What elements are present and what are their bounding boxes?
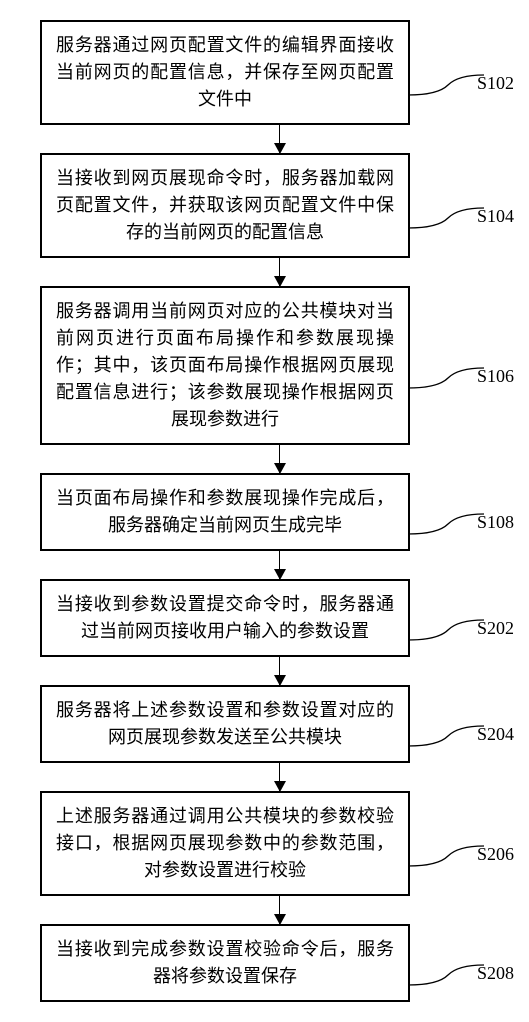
- flow-step-box: 上述服务器通过调用公共模块的参数校验接口，根据网页展现参数中的参数范围，对参数设…: [40, 791, 410, 896]
- flow-arrow: [95, 258, 465, 286]
- connector-curve: [408, 510, 486, 536]
- flow-step-box: 服务器调用当前网页对应的公共模块对当前网页进行页面布局操作和参数展现操作；其中，…: [40, 286, 410, 445]
- flow-arrow: [95, 896, 465, 924]
- flow-step-text: 当接收到网页展现命令时，服务器加载网页配置文件，并获取该网页配置文件中保存的当前…: [56, 168, 394, 242]
- connector-curve: [408, 961, 486, 987]
- flow-step-text: 当接收到完成参数设置校验命令后，服务器将参数设置保存: [56, 939, 394, 986]
- flow-step-text: 上述服务器通过调用公共模块的参数校验接口，根据网页展现参数中的参数范围，对参数设…: [56, 806, 394, 880]
- flow-step-box: 服务器通过网页配置文件的编辑界面接收当前网页的配置信息，并保存至网页配置文件中: [40, 20, 410, 125]
- flow-step-row: 当页面布局操作和参数展现操作完成后，服务器确定当前网页生成完毕 S108: [10, 473, 519, 551]
- flow-step-id-label: S106: [477, 366, 514, 387]
- flow-step-row: 上述服务器通过调用公共模块的参数校验接口，根据网页展现参数中的参数范围，对参数设…: [10, 791, 519, 896]
- flow-step-box: 服务器将上述参数设置和参数设置对应的网页展现参数发送至公共模块: [40, 685, 410, 763]
- connector-curve: [408, 364, 486, 390]
- connector-curve: [408, 616, 486, 642]
- flow-step-row: 当接收到参数设置提交命令时，服务器通过当前网页接收用户输入的参数设置 S202: [10, 579, 519, 657]
- flow-arrow: [95, 657, 465, 685]
- connector-curve: [408, 842, 486, 868]
- flow-step-id-label: S102: [477, 73, 514, 94]
- flow-arrow: [95, 763, 465, 791]
- flow-step-text: 当页面布局操作和参数展现操作完成后，服务器确定当前网页生成完毕: [56, 488, 394, 535]
- flow-step-box: 当接收到完成参数设置校验命令后，服务器将参数设置保存: [40, 924, 410, 1002]
- connector-curve: [408, 722, 486, 748]
- flow-step-row: 服务器通过网页配置文件的编辑界面接收当前网页的配置信息，并保存至网页配置文件中 S…: [10, 20, 519, 125]
- connector-curve: [408, 71, 486, 97]
- connector-curve: [408, 204, 486, 230]
- flow-step-row: 服务器将上述参数设置和参数设置对应的网页展现参数发送至公共模块 S204: [10, 685, 519, 763]
- flow-step-text: 服务器将上述参数设置和参数设置对应的网页展现参数发送至公共模块: [56, 700, 394, 747]
- flow-step-text: 服务器调用当前网页对应的公共模块对当前网页进行页面布局操作和参数展现操作；其中，…: [56, 301, 394, 429]
- flow-step-id-label: S108: [477, 512, 514, 533]
- flow-step-row: 当接收到完成参数设置校验命令后，服务器将参数设置保存 S208: [10, 924, 519, 1002]
- flow-step-text: 服务器通过网页配置文件的编辑界面接收当前网页的配置信息，并保存至网页配置文件中: [56, 35, 394, 109]
- flow-step-id-label: S202: [477, 618, 514, 639]
- flow-step-id-label: S104: [477, 206, 514, 227]
- flow-step-id-label: S208: [477, 963, 514, 984]
- flow-step-box: 当接收到网页展现命令时，服务器加载网页配置文件，并获取该网页配置文件中保存的当前…: [40, 153, 410, 258]
- flow-step-box: 当接收到参数设置提交命令时，服务器通过当前网页接收用户输入的参数设置: [40, 579, 410, 657]
- flowchart-container: 服务器通过网页配置文件的编辑界面接收当前网页的配置信息，并保存至网页配置文件中 S…: [10, 20, 519, 1002]
- flow-arrow: [95, 445, 465, 473]
- flow-step-text: 当接收到参数设置提交命令时，服务器通过当前网页接收用户输入的参数设置: [56, 594, 394, 641]
- flow-arrow: [95, 125, 465, 153]
- flow-step-box: 当页面布局操作和参数展现操作完成后，服务器确定当前网页生成完毕: [40, 473, 410, 551]
- flow-step-id-label: S206: [477, 844, 514, 865]
- flow-step-id-label: S204: [477, 724, 514, 745]
- flow-arrow: [95, 551, 465, 579]
- flow-step-row: 服务器调用当前网页对应的公共模块对当前网页进行页面布局操作和参数展现操作；其中，…: [10, 286, 519, 445]
- flow-step-row: 当接收到网页展现命令时，服务器加载网页配置文件，并获取该网页配置文件中保存的当前…: [10, 153, 519, 258]
